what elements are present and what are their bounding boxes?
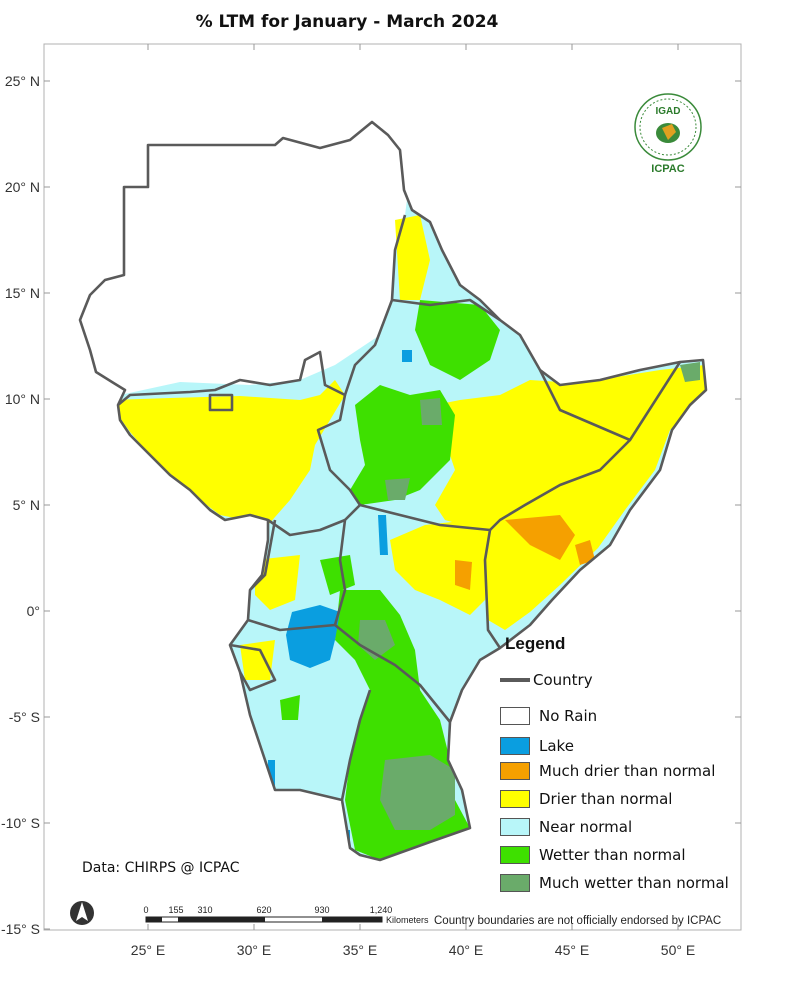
logo-bottom-text: ICPAC bbox=[651, 163, 684, 175]
lat-label: -15° S bbox=[1, 921, 40, 937]
scale-bar: 0 155 310 620 930 1,240 Kilometers bbox=[143, 905, 429, 925]
map-title: % LTM for January - March 2024 bbox=[195, 12, 499, 32]
legend-swatch bbox=[500, 737, 530, 755]
legend-item: Near normal bbox=[500, 816, 632, 838]
scale-tick: 310 bbox=[197, 905, 212, 915]
north-arrow-icon bbox=[70, 901, 94, 925]
lon-label: 30° E bbox=[237, 942, 271, 958]
legend-item: Wetter than normal bbox=[500, 844, 686, 866]
lat-label: -5° S bbox=[9, 709, 40, 725]
country-line-swatch bbox=[500, 678, 530, 682]
legend-swatch bbox=[500, 707, 530, 725]
legend-item-label: No Rain bbox=[539, 707, 598, 725]
legend-country-label: Country bbox=[533, 671, 593, 689]
legend-item: Lake bbox=[500, 735, 574, 757]
legend-swatch bbox=[500, 818, 530, 836]
scale-unit: Kilometers bbox=[386, 915, 429, 925]
lon-label: 35° E bbox=[343, 942, 377, 958]
legend-swatch bbox=[500, 762, 530, 780]
lat-label: 15° N bbox=[5, 285, 40, 301]
legend-item-label: Much wetter than normal bbox=[539, 874, 729, 892]
scale-tick: 620 bbox=[256, 905, 271, 915]
data-credit: Data: CHIRPS @ ICPAC bbox=[82, 860, 240, 876]
boundary-disclaimer: Country boundaries are not officially en… bbox=[434, 915, 722, 927]
lat-label: 5° N bbox=[13, 497, 40, 513]
scale-tick: 930 bbox=[314, 905, 329, 915]
legend-item: Drier than normal bbox=[500, 788, 672, 810]
legend-country-entry: Country bbox=[500, 671, 593, 689]
lat-label: 20° N bbox=[5, 179, 40, 195]
igad-icpac-logo: IGAD ICPAC bbox=[634, 93, 702, 175]
lon-label: 50° E bbox=[661, 942, 695, 958]
lat-label: 25° N bbox=[5, 73, 40, 89]
scale-tick: 155 bbox=[168, 905, 183, 915]
legend-item: No Rain bbox=[500, 705, 597, 727]
legend-item-label: Wetter than normal bbox=[539, 846, 686, 864]
legend-item-label: Much drier than normal bbox=[539, 762, 716, 780]
legend-item-label: Lake bbox=[539, 737, 574, 755]
lon-label: 40° E bbox=[449, 942, 483, 958]
lon-label: 45° E bbox=[555, 942, 589, 958]
lat-label: 0° bbox=[27, 603, 40, 619]
legend-swatch bbox=[500, 790, 530, 808]
logo-top-text: IGAD bbox=[656, 106, 681, 117]
legend-title: Legend bbox=[505, 634, 566, 653]
legend-swatch bbox=[500, 874, 530, 892]
lon-label: 25° E bbox=[131, 942, 165, 958]
lat-label: 10° N bbox=[5, 391, 40, 407]
graticule-ticks bbox=[44, 44, 741, 930]
scale-tick: 1,240 bbox=[370, 905, 393, 915]
legend-swatch bbox=[500, 846, 530, 864]
lat-label: -10° S bbox=[1, 815, 40, 831]
legend-item: Much drier than normal bbox=[500, 760, 715, 782]
legend-item-label: Drier than normal bbox=[539, 790, 673, 808]
country-borders bbox=[78, 120, 708, 862]
legend-item: Much wetter than normal bbox=[500, 872, 729, 894]
scale-tick: 0 bbox=[143, 905, 148, 915]
legend-item-label: Near normal bbox=[539, 818, 633, 836]
